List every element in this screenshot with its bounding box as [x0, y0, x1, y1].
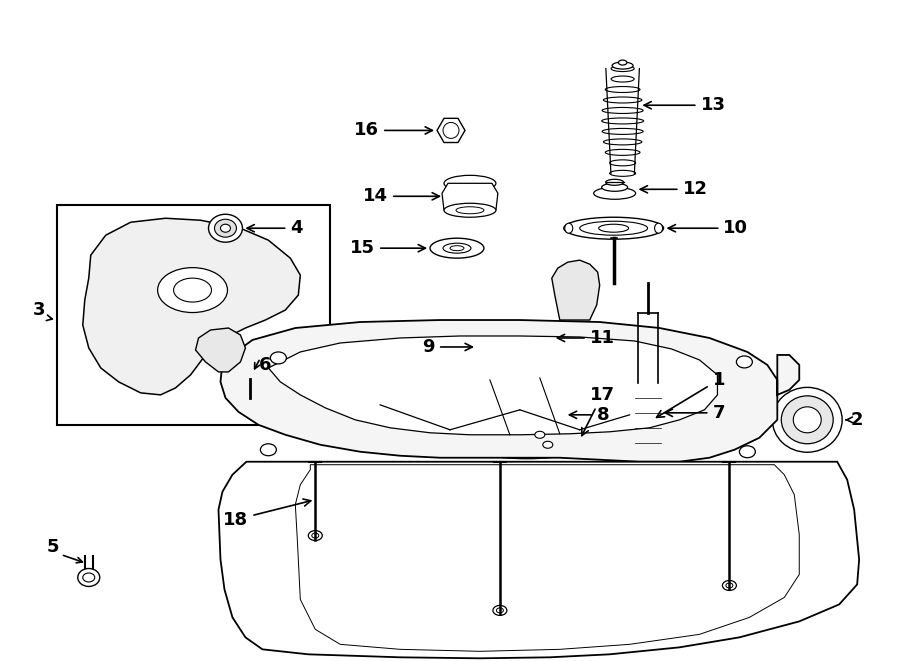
Ellipse shape	[772, 387, 842, 452]
Ellipse shape	[654, 223, 662, 233]
Ellipse shape	[209, 214, 242, 242]
Ellipse shape	[602, 128, 644, 134]
Ellipse shape	[618, 60, 626, 65]
Text: 4: 4	[248, 219, 302, 237]
Ellipse shape	[606, 87, 640, 93]
Text: 17: 17	[581, 386, 615, 436]
Ellipse shape	[606, 179, 624, 185]
Ellipse shape	[612, 62, 633, 69]
Ellipse shape	[656, 423, 662, 428]
Ellipse shape	[245, 397, 256, 405]
Text: 1: 1	[656, 371, 725, 417]
Ellipse shape	[430, 238, 484, 258]
Ellipse shape	[309, 531, 322, 541]
Text: 8: 8	[570, 406, 609, 424]
Polygon shape	[219, 462, 860, 658]
Ellipse shape	[609, 160, 635, 166]
Text: 5: 5	[47, 537, 59, 555]
Text: 15: 15	[350, 239, 426, 257]
Ellipse shape	[535, 431, 544, 438]
Bar	[637, 400, 648, 440]
Bar	[653, 400, 663, 440]
Ellipse shape	[640, 423, 645, 428]
Ellipse shape	[723, 580, 736, 590]
Ellipse shape	[611, 65, 634, 71]
Ellipse shape	[444, 175, 496, 191]
Ellipse shape	[493, 605, 507, 615]
Text: 16: 16	[354, 122, 432, 139]
Ellipse shape	[656, 409, 662, 414]
Ellipse shape	[594, 187, 635, 199]
Ellipse shape	[603, 139, 642, 145]
Ellipse shape	[158, 268, 228, 313]
Polygon shape	[83, 218, 301, 395]
Ellipse shape	[444, 204, 496, 217]
Text: 9: 9	[422, 338, 472, 356]
Ellipse shape	[491, 328, 553, 348]
Polygon shape	[195, 328, 246, 372]
Text: 18: 18	[223, 499, 310, 529]
Ellipse shape	[603, 97, 642, 103]
Ellipse shape	[670, 377, 699, 407]
Ellipse shape	[565, 223, 572, 233]
Ellipse shape	[563, 217, 663, 239]
Polygon shape	[442, 183, 498, 210]
Bar	[57, 206, 330, 425]
Text: 2: 2	[850, 411, 863, 429]
Text: 7: 7	[665, 404, 725, 422]
Ellipse shape	[174, 278, 212, 302]
Ellipse shape	[543, 442, 553, 448]
Ellipse shape	[602, 183, 627, 191]
Ellipse shape	[270, 352, 286, 364]
Text: 12: 12	[640, 180, 707, 198]
Polygon shape	[220, 320, 799, 462]
Ellipse shape	[260, 444, 276, 455]
Polygon shape	[644, 348, 722, 432]
Text: 11: 11	[557, 329, 615, 347]
Ellipse shape	[609, 171, 635, 176]
Ellipse shape	[214, 219, 237, 237]
Text: 6: 6	[258, 356, 271, 374]
Polygon shape	[268, 336, 717, 435]
Ellipse shape	[602, 108, 644, 114]
Ellipse shape	[477, 338, 533, 356]
Polygon shape	[552, 260, 599, 320]
Ellipse shape	[640, 409, 645, 414]
Ellipse shape	[781, 396, 833, 444]
Ellipse shape	[606, 149, 640, 155]
Ellipse shape	[239, 357, 261, 379]
Text: 14: 14	[363, 187, 439, 206]
Bar	[634, 383, 661, 400]
Ellipse shape	[611, 76, 634, 82]
Ellipse shape	[602, 118, 644, 124]
Ellipse shape	[736, 356, 752, 368]
Ellipse shape	[443, 243, 471, 253]
FancyBboxPatch shape	[645, 366, 670, 388]
Text: 10: 10	[668, 219, 749, 237]
Text: 3: 3	[32, 301, 45, 319]
FancyBboxPatch shape	[645, 428, 670, 449]
Ellipse shape	[450, 246, 464, 251]
Ellipse shape	[492, 351, 561, 359]
Ellipse shape	[220, 224, 230, 232]
Ellipse shape	[740, 446, 755, 457]
Ellipse shape	[793, 407, 821, 433]
Ellipse shape	[492, 451, 561, 459]
Text: 13: 13	[644, 97, 725, 114]
Ellipse shape	[77, 568, 100, 586]
